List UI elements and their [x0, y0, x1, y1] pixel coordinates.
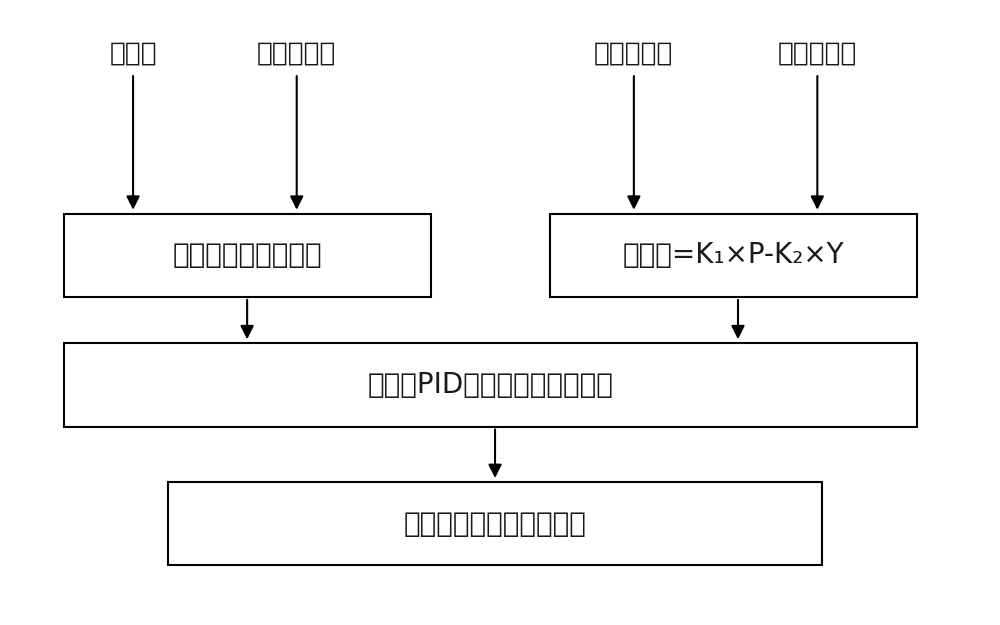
- Text: 氪气流量値: 氪气流量値: [778, 41, 857, 66]
- Text: 主调节器（反作用）: 主调节器（反作用）: [172, 241, 322, 269]
- Text: 热氪温度値: 热氪温度値: [594, 41, 674, 66]
- FancyBboxPatch shape: [64, 214, 431, 297]
- Text: 调节阀执行机构或变频器: 调节阀执行机构或变频器: [404, 510, 586, 538]
- Text: 设定値: 设定値: [109, 41, 157, 66]
- FancyBboxPatch shape: [550, 214, 917, 297]
- Text: 反应堆功率: 反应堆功率: [257, 41, 336, 66]
- FancyBboxPatch shape: [168, 482, 822, 566]
- Text: 减法器=K₁×P-K₂×Y: 减法器=K₁×P-K₂×Y: [622, 241, 844, 269]
- Text: 外给定PID调节器（副调正作用: 外给定PID调节器（副调正作用: [367, 371, 613, 399]
- FancyBboxPatch shape: [64, 343, 916, 427]
